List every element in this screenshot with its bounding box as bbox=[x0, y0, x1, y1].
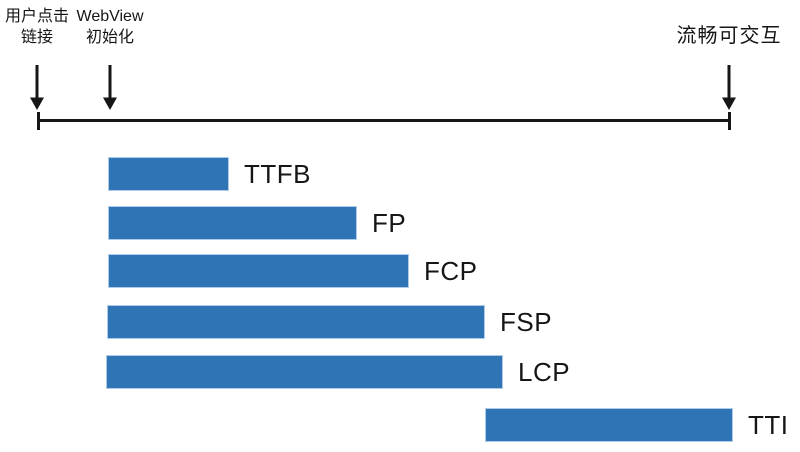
timeline-event: WebView 初始化 bbox=[35, 5, 185, 110]
metric-row: TTI bbox=[0, 408, 800, 442]
timeline-event: 流畅可交互 bbox=[654, 5, 800, 110]
timeline-event: 用户点击 链接 bbox=[0, 5, 112, 110]
metric-label: FCP bbox=[424, 256, 478, 286]
down-arrow-icon bbox=[103, 65, 117, 110]
metric-label: TTI bbox=[748, 410, 789, 440]
metric-row: FP bbox=[0, 206, 800, 240]
metric-row: FSP bbox=[0, 305, 800, 339]
metric-bar bbox=[106, 355, 503, 389]
down-arrow-icon bbox=[722, 65, 736, 110]
metric-bar bbox=[108, 157, 229, 191]
timeline-end-tick bbox=[728, 112, 731, 130]
timeline-event-label: WebView 初始化 bbox=[76, 8, 144, 46]
metric-row: LCP bbox=[0, 355, 800, 389]
timeline-axis bbox=[38, 119, 730, 122]
timeline-event-label: 用户点击 链接 bbox=[4, 8, 69, 46]
metric-row: FCP bbox=[0, 254, 800, 288]
metric-bar bbox=[108, 254, 409, 288]
timeline-event-label: 流畅可交互 bbox=[676, 25, 782, 47]
down-arrow-icon bbox=[30, 65, 44, 110]
metric-label: FSP bbox=[500, 307, 553, 337]
metric-bar bbox=[107, 305, 485, 339]
timeline-start-tick bbox=[37, 112, 40, 130]
metric-label: TTFB bbox=[244, 159, 311, 189]
metric-label: LCP bbox=[518, 357, 571, 387]
metric-label: FP bbox=[372, 208, 407, 238]
metric-row: TTFB bbox=[0, 157, 800, 191]
metric-bar bbox=[485, 408, 733, 442]
metric-bar bbox=[108, 206, 357, 240]
